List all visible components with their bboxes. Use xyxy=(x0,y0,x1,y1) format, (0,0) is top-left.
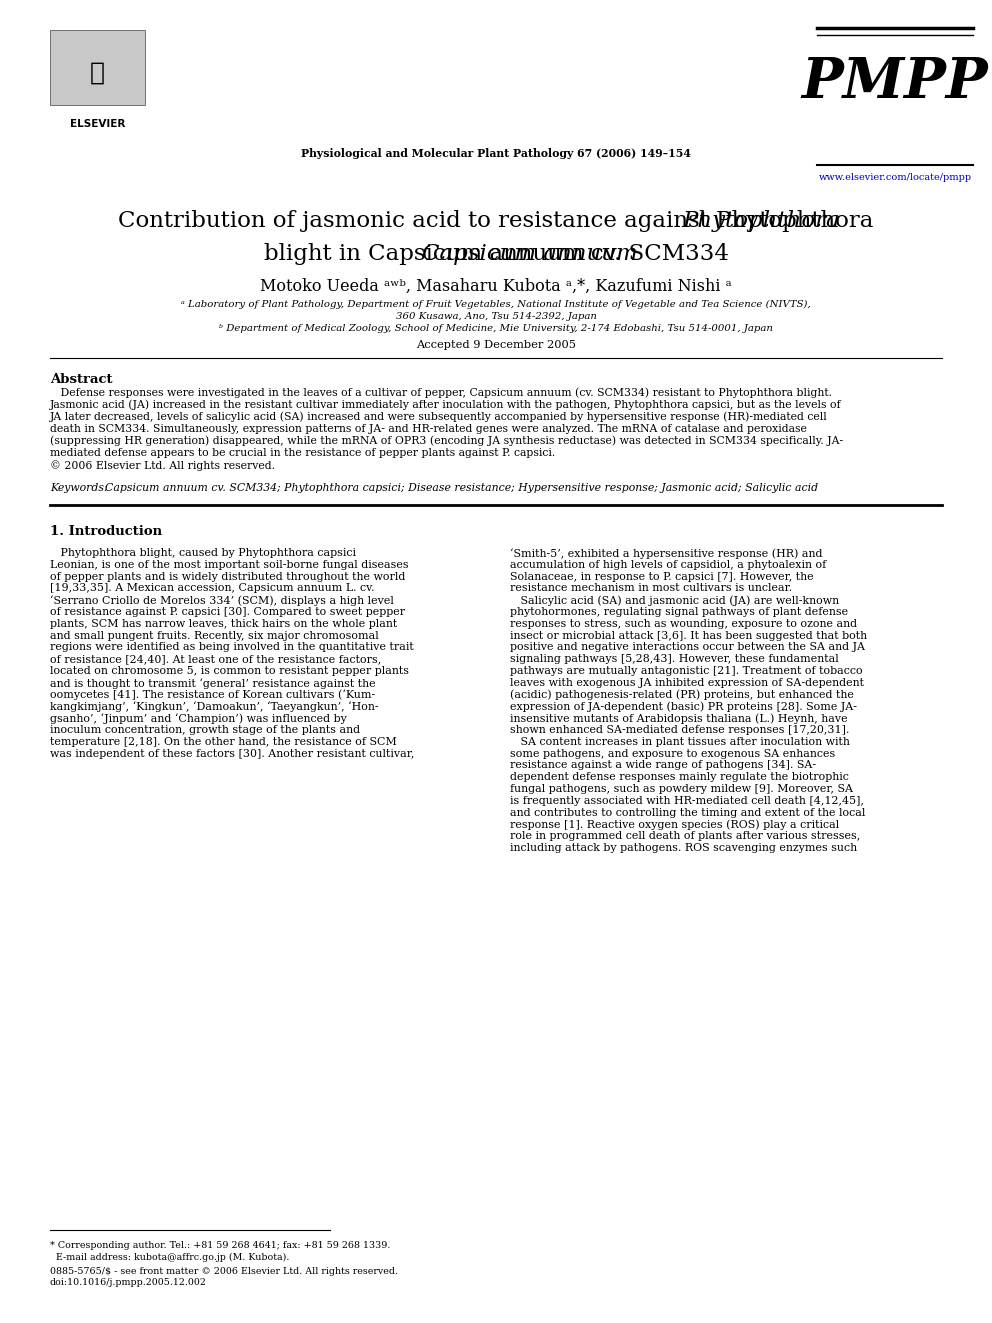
Bar xyxy=(50,30,145,105)
Text: Physiological and Molecular Plant Pathology 67 (2006) 149–154: Physiological and Molecular Plant Pathol… xyxy=(301,148,691,159)
Text: Leonian, is one of the most important soil-borne fungal diseases: Leonian, is one of the most important so… xyxy=(50,560,409,570)
Text: Accepted 9 December 2005: Accepted 9 December 2005 xyxy=(416,340,576,351)
Text: including attack by pathogens. ROS scavenging enzymes such: including attack by pathogens. ROS scave… xyxy=(510,843,857,853)
Text: E-mail address: kubota@affrc.go.jp (M. Kubota).: E-mail address: kubota@affrc.go.jp (M. K… xyxy=(50,1253,290,1262)
Text: ‘Smith-5’, exhibited a hypersensitive response (HR) and: ‘Smith-5’, exhibited a hypersensitive re… xyxy=(510,548,822,558)
Text: of resistance [24,40]. At least one of the resistance factors,: of resistance [24,40]. At least one of t… xyxy=(50,654,381,664)
Text: blight in Capsicum annuum cv. SCM334: blight in Capsicum annuum cv. SCM334 xyxy=(264,243,728,265)
Text: ‘Serrano Criollo de Morelos 334’ (SCM), displays a high level: ‘Serrano Criollo de Morelos 334’ (SCM), … xyxy=(50,595,394,606)
Text: Capsicum annuum: Capsicum annuum xyxy=(422,243,637,265)
Text: some pathogens, and exposure to exogenous SA enhances: some pathogens, and exposure to exogenou… xyxy=(510,749,835,758)
Text: PMPP: PMPP xyxy=(802,56,988,110)
Text: and is thought to transmit ‘general’ resistance against the: and is thought to transmit ‘general’ res… xyxy=(50,677,376,688)
Text: 360 Kusawa, Ano, Tsu 514-2392, Japan: 360 Kusawa, Ano, Tsu 514-2392, Japan xyxy=(396,312,596,321)
Text: ᵇ Department of Medical Zoology, School of Medicine, Mie University, 2-174 Edoba: ᵇ Department of Medical Zoology, School … xyxy=(219,324,773,333)
Text: kangkimjang’, ‘Kingkun’, ‘Damoakun’, ‘Taeyangkun’, ‘Hon-: kangkimjang’, ‘Kingkun’, ‘Damoakun’, ‘Ta… xyxy=(50,701,379,712)
Text: 1. Introduction: 1. Introduction xyxy=(50,525,162,538)
Text: doi:10.1016/j.pmpp.2005.12.002: doi:10.1016/j.pmpp.2005.12.002 xyxy=(50,1278,207,1287)
Text: ELSEVIER: ELSEVIER xyxy=(69,119,125,130)
Text: and small pungent fruits. Recently, six major chromosomal: and small pungent fruits. Recently, six … xyxy=(50,631,379,640)
Text: role in programmed cell death of plants after various stresses,: role in programmed cell death of plants … xyxy=(510,831,860,841)
Text: (suppressing HR generation) disappeared, while the mRNA of OPR3 (encoding JA syn: (suppressing HR generation) disappeared,… xyxy=(50,435,843,446)
Text: mediated defense appears to be crucial in the resistance of pepper plants agains: mediated defense appears to be crucial i… xyxy=(50,448,556,458)
Text: plants, SCM has narrow leaves, thick hairs on the whole plant: plants, SCM has narrow leaves, thick hai… xyxy=(50,619,397,628)
Text: www.elsevier.com/locate/pmpp: www.elsevier.com/locate/pmpp xyxy=(818,173,971,183)
Text: * Corresponding author. Tel.: +81 59 268 4641; fax: +81 59 268 1339.: * Corresponding author. Tel.: +81 59 268… xyxy=(50,1241,391,1250)
Text: insect or microbial attack [3,6]. It has been suggested that both: insect or microbial attack [3,6]. It has… xyxy=(510,631,867,640)
Text: of resistance against P. capsici [30]. Compared to sweet pepper: of resistance against P. capsici [30]. C… xyxy=(50,607,405,617)
Text: dependent defense responses mainly regulate the biotrophic: dependent defense responses mainly regul… xyxy=(510,773,849,782)
Text: Salicylic acid (SA) and jasmonic acid (JA) are well-known: Salicylic acid (SA) and jasmonic acid (J… xyxy=(510,595,839,606)
Text: Jasmonic acid (JA) increased in the resistant cultivar immediately after inocula: Jasmonic acid (JA) increased in the resi… xyxy=(50,400,841,410)
Text: [19,33,35]. A Mexican accession, Capsicum annuum L. cv.: [19,33,35]. A Mexican accession, Capsicu… xyxy=(50,583,375,594)
Text: gsanho’, ‘Jinpum’ and ‘Champion’) was influenced by: gsanho’, ‘Jinpum’ and ‘Champion’) was in… xyxy=(50,713,347,724)
Text: JA later decreased, levels of salicylic acid (SA) increased and were subsequentl: JA later decreased, levels of salicylic … xyxy=(50,411,827,422)
Text: Motoko Ueeda ᵃʷᵇ, Masaharu Kubota ᵃ,*, Kazufumi Nishi ᵃ: Motoko Ueeda ᵃʷᵇ, Masaharu Kubota ᵃ,*, K… xyxy=(260,278,732,295)
Text: response [1]. Reactive oxygen species (ROS) play a critical: response [1]. Reactive oxygen species (R… xyxy=(510,819,839,830)
Text: phytohormones, regulating signal pathways of plant defense: phytohormones, regulating signal pathway… xyxy=(510,607,848,617)
Text: resistance mechanism in most cultivars is unclear.: resistance mechanism in most cultivars i… xyxy=(510,583,793,594)
Text: was independent of these factors [30]. Another resistant cultivar,: was independent of these factors [30]. A… xyxy=(50,749,415,758)
Text: and contributes to controlling the timing and extent of the local: and contributes to controlling the timin… xyxy=(510,807,865,818)
Text: is frequently associated with HR-mediated cell death [4,12,45],: is frequently associated with HR-mediate… xyxy=(510,796,864,806)
Text: leaves with exogenous JA inhibited expression of SA-dependent: leaves with exogenous JA inhibited expre… xyxy=(510,677,864,688)
Text: regions were identified as being involved in the quantitative trait: regions were identified as being involve… xyxy=(50,643,414,652)
Text: inoculum concentration, growth stage of the plants and: inoculum concentration, growth stage of … xyxy=(50,725,360,736)
Text: pathways are mutually antagonistic [21]. Treatment of tobacco: pathways are mutually antagonistic [21].… xyxy=(510,665,863,676)
Text: Solanaceae, in response to P. capsici [7]. However, the: Solanaceae, in response to P. capsici [7… xyxy=(510,572,813,582)
Text: fungal pathogens, such as powdery mildew [9]. Moreover, SA: fungal pathogens, such as powdery mildew… xyxy=(510,785,853,794)
Text: Contribution of jasmonic acid to resistance against Phytophthora: Contribution of jasmonic acid to resista… xyxy=(118,210,874,232)
Text: 0885-5765/$ - see front matter © 2006 Elsevier Ltd. All rights reserved.: 0885-5765/$ - see front matter © 2006 El… xyxy=(50,1267,398,1275)
Text: of pepper plants and is widely distributed throughout the world: of pepper plants and is widely distribut… xyxy=(50,572,406,582)
Text: Capsicum annuum cv. SCM334; Phytophthora capsici; Disease resistance; Hypersensi: Capsicum annuum cv. SCM334; Phytophthora… xyxy=(105,483,818,493)
Text: ᵃ Laboratory of Plant Pathology, Department of Fruit Vegetables, National Instit: ᵃ Laboratory of Plant Pathology, Departm… xyxy=(182,300,810,310)
Text: © 2006 Elsevier Ltd. All rights reserved.: © 2006 Elsevier Ltd. All rights reserved… xyxy=(50,460,275,471)
Text: positive and negative interactions occur between the SA and JA: positive and negative interactions occur… xyxy=(510,643,865,652)
Text: responses to stress, such as wounding, exposure to ozone and: responses to stress, such as wounding, e… xyxy=(510,619,857,628)
Text: expression of JA-dependent (basic) PR proteins [28]. Some JA-: expression of JA-dependent (basic) PR pr… xyxy=(510,701,857,712)
Text: resistance against a wide range of pathogens [34]. SA-: resistance against a wide range of patho… xyxy=(510,761,816,770)
Text: Keywords:: Keywords: xyxy=(50,483,111,493)
Text: Defense responses were investigated in the leaves of a cultivar of pepper, Capsi: Defense responses were investigated in t… xyxy=(50,388,832,398)
Text: temperature [2,18]. On the other hand, the resistance of SCM: temperature [2,18]. On the other hand, t… xyxy=(50,737,397,746)
Text: insensitive mutants of Arabidopsis thaliana (L.) Heynh, have: insensitive mutants of Arabidopsis thali… xyxy=(510,713,847,724)
Text: 🌲: 🌲 xyxy=(90,61,105,85)
Text: signaling pathways [5,28,43]. However, these fundamental: signaling pathways [5,28,43]. However, t… xyxy=(510,654,839,664)
Text: oomycetes [41]. The resistance of Korean cultivars (‘Kum-: oomycetes [41]. The resistance of Korean… xyxy=(50,689,375,700)
Text: death in SCM334. Simultaneously, expression patterns of JA- and HR-related genes: death in SCM334. Simultaneously, express… xyxy=(50,423,806,434)
Text: shown enhanced SA-mediated defense responses [17,20,31].: shown enhanced SA-mediated defense respo… xyxy=(510,725,849,736)
Text: located on chromosome 5, is common to resistant pepper plants: located on chromosome 5, is common to re… xyxy=(50,665,409,676)
Text: Phytophthora: Phytophthora xyxy=(682,210,839,232)
Text: Contribution of jasmonic acid to resistance against Phytophthora: Contribution of jasmonic acid to resista… xyxy=(118,210,874,232)
Text: (acidic) pathogenesis-related (PR) proteins, but enhanced the: (acidic) pathogenesis-related (PR) prote… xyxy=(510,689,854,700)
Text: SA content increases in plant tissues after inoculation with: SA content increases in plant tissues af… xyxy=(510,737,850,746)
Text: Phytophthora blight, caused by Phytophthora capsici: Phytophthora blight, caused by Phytophth… xyxy=(50,548,356,558)
Text: Abstract: Abstract xyxy=(50,373,112,386)
Text: accumulation of high levels of capsidiol, a phytoalexin of: accumulation of high levels of capsidiol… xyxy=(510,560,826,570)
